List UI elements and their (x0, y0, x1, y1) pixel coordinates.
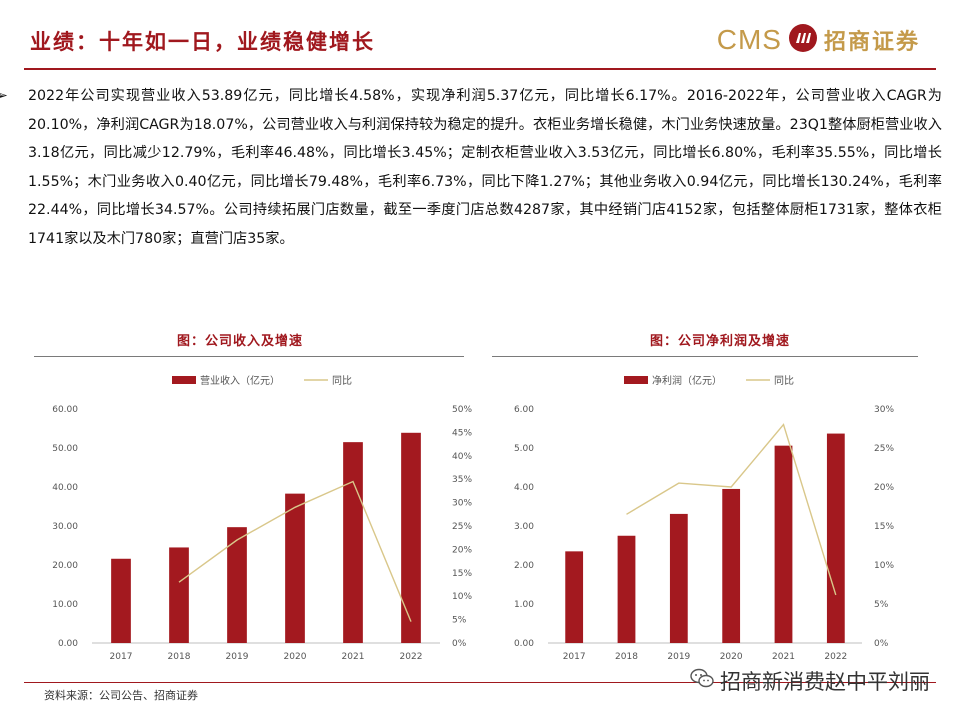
source-note: 资料来源：公司公告、招商证券 (44, 689, 198, 702)
y-right-tick-label: 0% (874, 639, 889, 649)
y-right-tick-label: 25% (452, 522, 472, 532)
watermark-text: 招商新消费赵中平刘丽 (720, 670, 930, 694)
y-right-tick-label: 15% (874, 522, 894, 532)
y-left-tick-label: 60.00 (52, 405, 78, 415)
profit-chart-panel: 图：公司净利润及增速 净利润（亿元） 同比 0.00 1.00 2.00 3.00 4.00… (480, 322, 960, 682)
y-left-tick-label: 50.00 (52, 444, 78, 454)
y-right-tick-label: 50% (452, 405, 472, 415)
x-tick-label: 2022 (824, 652, 847, 662)
y-right-tick-label: 20% (874, 483, 894, 493)
y-left-tick-label: 1.00 (514, 600, 534, 610)
footer-divider (24, 682, 936, 683)
bar-2021 (774, 445, 793, 643)
page-header: 业绩：十年如一日，业绩稳健增长 CMS 招商证券 (0, 0, 960, 70)
y-right-tick-label: 35% (452, 475, 472, 485)
y-right-tick-label: 15% (452, 569, 472, 579)
y-left-tick-label: 0.00 (58, 639, 78, 649)
revenue-chart-panel: 图：公司收入及增速 营业收入（亿元） 同比 0.00 10.00 20.00 30.00 4… (0, 322, 480, 682)
x-tick-label: 2017 (110, 652, 133, 662)
bar-2022 (401, 432, 421, 643)
logo-cn-text: 招商证券 (823, 30, 920, 55)
x-tick-label: 2021 (342, 652, 365, 662)
y-right-tick-label: 10% (452, 592, 472, 602)
bar-2022 (826, 433, 845, 643)
bar-2019 (227, 527, 247, 643)
bar-2018 (617, 535, 636, 643)
x-tick-label: 2018 (615, 652, 638, 662)
y-right-tick-label: 5% (874, 600, 889, 610)
y-left-tick-label: 40.00 (52, 483, 78, 493)
y-right-tick-label: 30% (874, 405, 894, 415)
logo-cms-text: CMS (716, 24, 782, 55)
y-right-tick-label: 25% (874, 444, 894, 454)
y-right-tick-label: 5% (452, 616, 467, 626)
bar-2020 (285, 493, 305, 643)
x-tick-label: 2020 (284, 652, 307, 662)
y-left-tick-label: 0.00 (514, 639, 534, 649)
bar-2019 (669, 513, 688, 643)
legend-swatch-bar (624, 376, 648, 384)
bar-2020 (722, 488, 741, 643)
bullet-arrow-icon: ➢ (0, 88, 8, 104)
y-left-tick-label: 5.00 (514, 444, 534, 454)
revenue-chart-rule (34, 356, 464, 357)
legend-label-line: 同比 (774, 375, 794, 387)
x-tick-label: 2021 (772, 652, 795, 662)
legend-swatch-bar (172, 376, 196, 384)
y-right-tick-label: 10% (874, 561, 894, 571)
growth-line (626, 423, 837, 596)
y-left-tick-label: 3.00 (514, 522, 534, 532)
page-title: 业绩：十年如一日，业绩稳健增长 (30, 30, 375, 54)
summary-text: ➢ 2022年公司实现营业收入53.89亿元，同比增长4.58%，实现净利润5.3… (0, 82, 942, 254)
y-left-tick-label: 2.00 (514, 561, 534, 571)
logo-emblem-icon (788, 23, 818, 57)
bar-2017 (111, 558, 131, 643)
x-tick-label: 2019 (667, 652, 690, 662)
wechat-icon (690, 668, 714, 695)
y-right-tick-label: 0% (452, 639, 467, 649)
profit-chart-title: 图：公司净利润及增速 (649, 334, 790, 349)
y-right-tick-label: 20% (452, 545, 472, 555)
x-tick-label: 2017 (563, 652, 586, 662)
y-left-tick-label: 6.00 (514, 405, 534, 415)
revenue-chart-title: 图：公司收入及增速 (176, 334, 303, 349)
legend-label-bar: 营业收入（亿元） (200, 374, 280, 387)
y-left-tick-label: 10.00 (52, 600, 78, 610)
y-left-tick-label: 4.00 (514, 483, 534, 493)
legend-label-bar: 净利润（亿元） (652, 374, 722, 387)
revenue-chart: 营业收入（亿元） 同比 0.00 10.00 20.00 30.00 40.00 50.00 6… (52, 374, 472, 662)
x-tick-label: 2019 (226, 652, 249, 662)
x-tick-label: 2020 (720, 652, 743, 662)
y-right-tick-label: 40% (452, 452, 472, 462)
growth-line (178, 480, 412, 622)
chart-legend: 营业收入（亿元） 同比 (172, 374, 352, 387)
y-left-tick-label: 30.00 (52, 522, 78, 532)
cms-logo: CMS 招商证券 (717, 22, 920, 58)
x-tick-label: 2018 (168, 652, 191, 662)
profit-chart-rule (492, 356, 918, 357)
y-right-tick-label: 30% (452, 499, 472, 509)
profit-chart: 净利润（亿元） 同比 0.00 1.00 2.00 3.00 4.00 5.00 6.00 0% 5… (514, 374, 894, 662)
bar-2021 (343, 442, 363, 643)
y-left-tick-label: 20.00 (52, 561, 78, 571)
x-tick-label: 2022 (400, 652, 423, 662)
legend-label-line: 同比 (332, 375, 352, 387)
header-divider (24, 68, 936, 70)
bar-2017 (565, 551, 584, 643)
wechat-watermark: 招商新消费赵中平刘丽 (690, 666, 930, 696)
bar-2018 (169, 547, 189, 643)
y-right-tick-label: 45% (452, 428, 472, 438)
chart-legend: 净利润（亿元） 同比 (624, 374, 794, 387)
summary-paragraph: 2022年公司实现营业收入53.89亿元，同比增长4.58%，实现净利润5.37… (28, 88, 942, 247)
